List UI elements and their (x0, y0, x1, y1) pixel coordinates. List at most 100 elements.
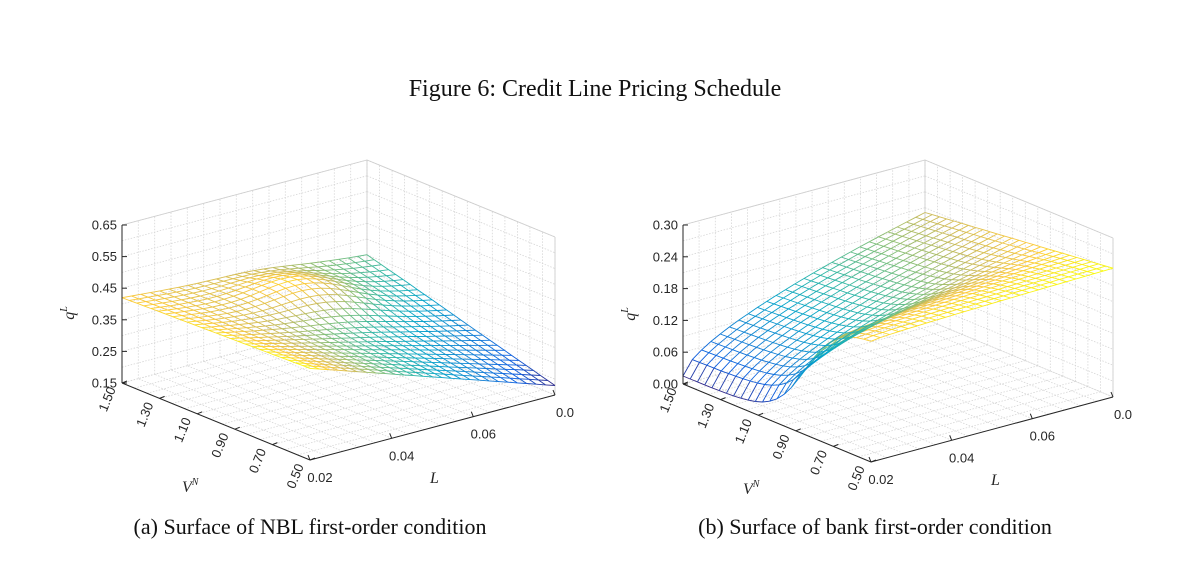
mesh-line (945, 249, 953, 253)
mesh-line (538, 379, 548, 381)
mesh-line (502, 373, 511, 379)
mesh-line (323, 308, 334, 311)
mesh-line (860, 320, 871, 328)
mesh-line (334, 268, 344, 271)
floor-grid-line (924, 318, 1114, 398)
mesh-line (736, 322, 747, 330)
mesh-line (240, 279, 248, 283)
mesh-line (209, 293, 218, 297)
mesh-line (159, 290, 168, 295)
mesh-line (793, 313, 804, 321)
mesh-line (1067, 257, 1077, 261)
mesh-line (345, 262, 356, 265)
mesh-line (262, 329, 271, 334)
mesh-line (281, 301, 291, 306)
mesh-line (255, 326, 264, 331)
mesh-line (957, 255, 968, 262)
mesh-line (236, 327, 245, 332)
mesh-line (268, 271, 278, 275)
v-axis-symbol: V (743, 481, 755, 498)
mesh-line (289, 267, 299, 270)
wall-grid-line (121, 238, 368, 305)
mesh-line (250, 291, 260, 297)
mesh-line (174, 311, 185, 314)
z-axis-symbol: q (61, 312, 78, 320)
mesh-line (783, 365, 791, 368)
mesh-line (830, 342, 841, 350)
mesh-line (1056, 267, 1064, 271)
mesh-line (954, 239, 965, 245)
mesh-line (365, 281, 373, 287)
mesh-line (1057, 281, 1067, 285)
mesh-line (833, 314, 842, 318)
v-axis-line (121, 382, 311, 461)
mesh-line (790, 358, 801, 368)
mesh-line (765, 332, 776, 341)
mesh-line (241, 334, 250, 339)
mesh-line (190, 295, 201, 299)
mesh-line (968, 270, 978, 276)
mesh-line (927, 282, 936, 285)
mesh-line (235, 272, 245, 275)
mesh-line (858, 325, 869, 332)
mesh-line (766, 363, 777, 374)
mesh-line (155, 299, 163, 304)
v-axis-symbol: V (182, 479, 194, 496)
mesh-line (215, 318, 223, 323)
mesh-line (417, 368, 426, 374)
mesh-line (855, 261, 864, 265)
mesh-line (794, 341, 805, 350)
mesh-line (1011, 237, 1020, 241)
mesh-line (1066, 278, 1076, 283)
mesh-line (467, 367, 475, 373)
mesh-line (775, 295, 784, 299)
mesh-line (372, 363, 381, 368)
mesh-line (822, 328, 830, 332)
mesh-line (1049, 281, 1058, 285)
mesh-line (166, 293, 175, 298)
mesh-line (483, 372, 492, 378)
mesh-line (822, 262, 833, 269)
mesh-line (250, 318, 259, 323)
floor-grid-line (247, 368, 493, 435)
mesh-line (341, 285, 350, 292)
mesh-line (999, 268, 1009, 273)
mesh-line (478, 345, 486, 351)
mesh-line (956, 306, 967, 311)
mesh-line (140, 293, 149, 298)
mesh-line (366, 254, 375, 261)
mesh-line (956, 236, 965, 240)
mesh-line (745, 315, 756, 324)
mesh-line (412, 361, 421, 367)
mesh-line (312, 338, 321, 344)
mesh-line (286, 335, 295, 341)
mesh-line (920, 226, 929, 230)
mesh-line (202, 288, 212, 292)
mesh-line (280, 276, 291, 280)
mesh-line (165, 313, 173, 318)
mesh-line (959, 248, 970, 255)
mesh-line (1032, 267, 1040, 270)
mesh-line (294, 351, 303, 356)
mesh-line (334, 349, 343, 354)
mesh-line (697, 364, 708, 383)
l-axis-line (870, 396, 1114, 463)
mesh-line (306, 278, 315, 284)
mesh-line (1044, 275, 1053, 278)
mesh-line (682, 375, 691, 380)
mesh-line (890, 298, 901, 305)
mesh-line (510, 377, 520, 380)
floor-grid-line (301, 334, 490, 413)
mesh-line (862, 258, 873, 265)
mesh-line (278, 348, 286, 353)
mesh-line (1023, 285, 1032, 289)
mesh-line (944, 298, 954, 303)
mesh-line (973, 305, 983, 310)
mesh-line (1010, 259, 1021, 265)
mesh-line (379, 269, 389, 272)
mesh-line (385, 373, 395, 375)
mesh-line (966, 227, 976, 233)
mesh-line (310, 342, 319, 347)
mesh-line (932, 214, 940, 218)
mesh-line (759, 370, 767, 374)
